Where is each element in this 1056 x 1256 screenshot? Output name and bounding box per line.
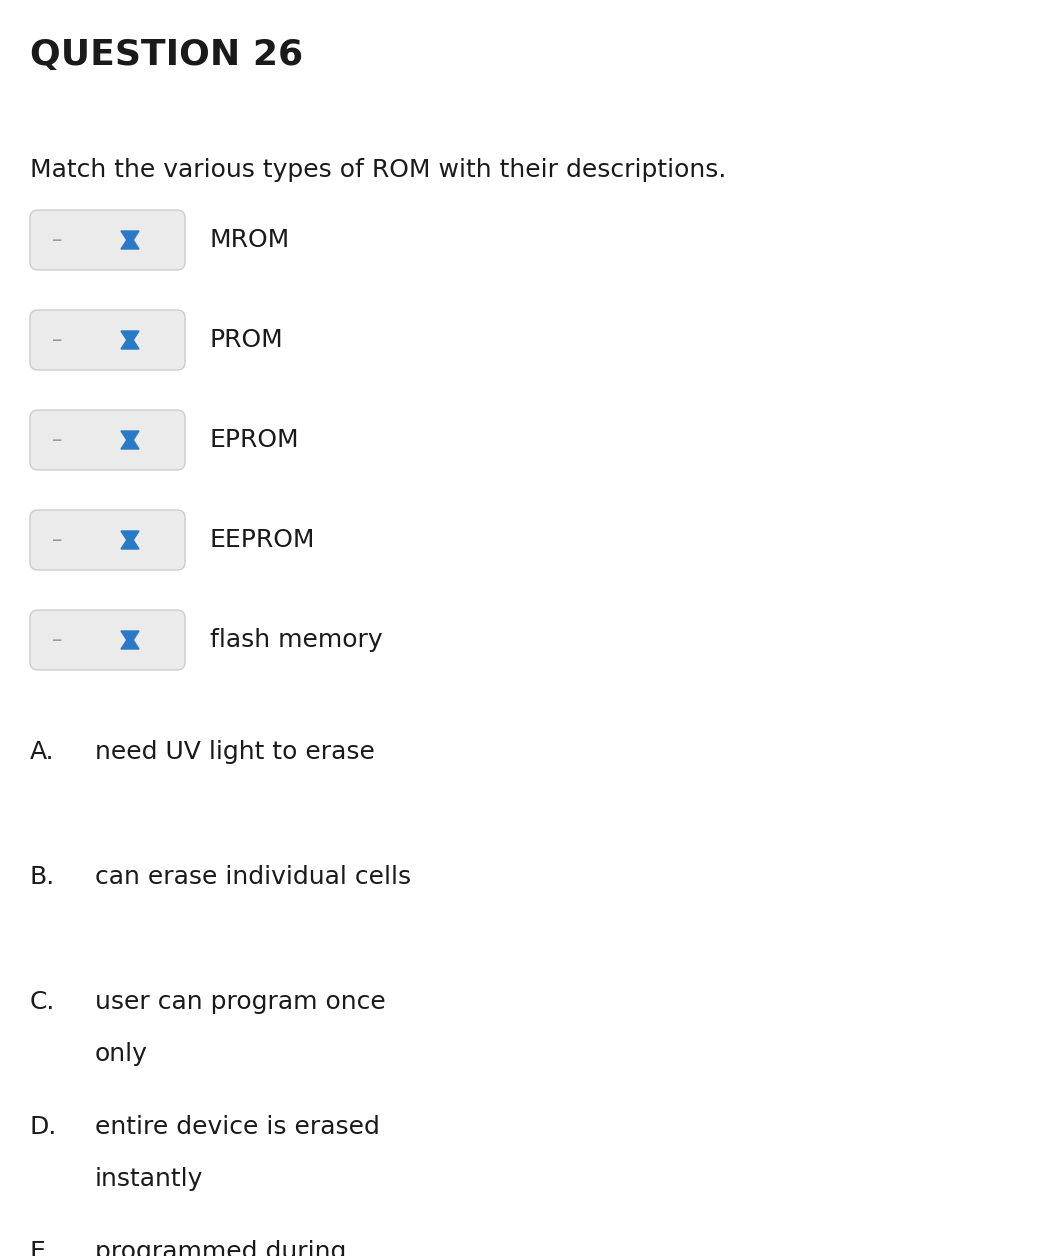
FancyBboxPatch shape bbox=[30, 610, 185, 669]
Text: –: – bbox=[52, 530, 62, 550]
FancyBboxPatch shape bbox=[30, 210, 185, 270]
Text: user can program once: user can program once bbox=[95, 990, 385, 1014]
Text: PROM: PROM bbox=[210, 328, 284, 352]
Polygon shape bbox=[121, 531, 139, 545]
Polygon shape bbox=[121, 631, 139, 646]
FancyBboxPatch shape bbox=[30, 310, 185, 371]
Text: programmed during: programmed during bbox=[95, 1240, 346, 1256]
Text: EPROM: EPROM bbox=[210, 428, 300, 452]
Polygon shape bbox=[121, 335, 139, 349]
Polygon shape bbox=[121, 636, 139, 649]
Text: EEPROM: EEPROM bbox=[210, 528, 316, 551]
Text: only: only bbox=[95, 1042, 148, 1066]
Text: need UV light to erase: need UV light to erase bbox=[95, 740, 375, 764]
Polygon shape bbox=[121, 231, 139, 245]
Text: can erase individual cells: can erase individual cells bbox=[95, 865, 411, 889]
Text: –: – bbox=[52, 230, 62, 250]
Text: C.: C. bbox=[30, 990, 55, 1014]
Text: –: – bbox=[52, 330, 62, 350]
Polygon shape bbox=[121, 235, 139, 249]
Text: flash memory: flash memory bbox=[210, 628, 382, 652]
Text: –: – bbox=[52, 631, 62, 651]
Polygon shape bbox=[121, 535, 139, 549]
FancyBboxPatch shape bbox=[30, 510, 185, 570]
Text: D.: D. bbox=[30, 1115, 57, 1139]
Text: –: – bbox=[52, 430, 62, 450]
Text: B.: B. bbox=[30, 865, 55, 889]
Polygon shape bbox=[121, 431, 139, 445]
FancyBboxPatch shape bbox=[30, 409, 185, 470]
Text: MROM: MROM bbox=[210, 229, 290, 252]
Polygon shape bbox=[121, 435, 139, 448]
Polygon shape bbox=[121, 332, 139, 345]
Text: instantly: instantly bbox=[95, 1167, 204, 1191]
Text: entire device is erased: entire device is erased bbox=[95, 1115, 380, 1139]
Text: A.: A. bbox=[30, 740, 55, 764]
Text: QUESTION 26: QUESTION 26 bbox=[30, 38, 303, 72]
Text: Match the various types of ROM with their descriptions.: Match the various types of ROM with thei… bbox=[30, 158, 727, 182]
Text: E.: E. bbox=[30, 1240, 54, 1256]
